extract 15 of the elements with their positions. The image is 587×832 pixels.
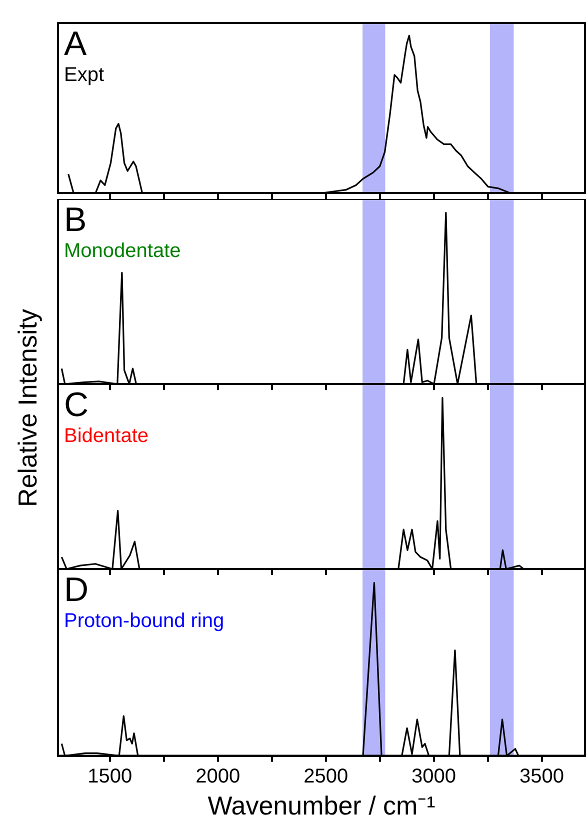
text: Proton-bound ring xyxy=(64,610,224,632)
x-axis-title: Wavenumber / cm⁻¹ xyxy=(208,790,436,821)
y-axis-title: Relative Intensity xyxy=(12,309,44,507)
chart-title: A xyxy=(64,25,88,63)
chart-title: D xyxy=(64,571,90,609)
x-tick-label: 3500 xyxy=(520,765,564,788)
x-tick-label: 2500 xyxy=(304,765,348,788)
chart-title: B xyxy=(64,201,88,239)
chart-title: C xyxy=(64,386,90,424)
x-tick-label: 1500 xyxy=(88,765,132,788)
x-tick-label: 3000 xyxy=(412,765,456,788)
text: Expt xyxy=(64,64,104,86)
text: Monodentate xyxy=(64,240,181,262)
text: Bidentate xyxy=(64,425,149,447)
x-tick-label: 2000 xyxy=(196,765,240,788)
